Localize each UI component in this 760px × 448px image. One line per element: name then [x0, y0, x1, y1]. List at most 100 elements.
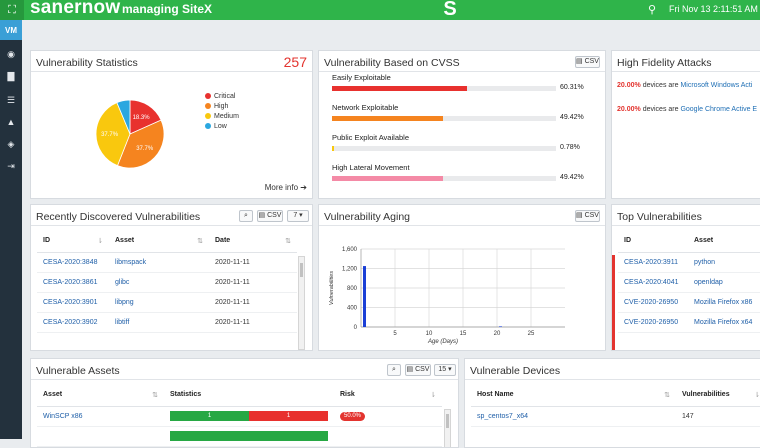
row-link[interactable]: CESA-2020:3902	[37, 312, 109, 333]
y-axis-label: Vulnerabilities	[329, 271, 335, 305]
csv-button[interactable]: ▤ CSV	[575, 56, 600, 68]
managing-site[interactable]: managing SiteX	[122, 2, 213, 16]
legend-dot	[205, 113, 211, 119]
host-link[interactable]: sp_centos7_x64	[471, 406, 676, 427]
vuln-count-cell: 147	[676, 406, 760, 427]
aging-bar	[363, 266, 366, 327]
csv-button[interactable]: ▤ CSV	[257, 210, 283, 222]
sort-desc-icon: ⇂	[97, 237, 103, 245]
cvss-card: Vulnerability Based on CVSS ▤ CSV Easily…	[318, 50, 606, 199]
cvss-fill	[332, 116, 443, 121]
search-button[interactable]: ⌕	[387, 364, 401, 376]
s-logo-icon: S	[443, 0, 457, 20]
x-tick-label: 20	[494, 331, 501, 337]
col-header-vulnerabilities[interactable]: Vulnerabilities ⇂	[676, 384, 760, 407]
x-axis-label: Age (Days)	[427, 339, 458, 345]
search-button[interactable]: ⌕	[239, 210, 253, 222]
hfa-link[interactable]: Microsoft Windows Acti	[680, 82, 753, 89]
row-link[interactable]: CESA-2020:4041	[618, 272, 688, 293]
cvss-item[interactable]: Network Exploitable 49.42%	[332, 103, 584, 121]
table-row[interactable]: sp_centos7_x64 147	[471, 406, 760, 427]
col-header-id[interactable]: ID	[618, 230, 688, 253]
row-link[interactable]: openldap	[688, 272, 760, 293]
sort-icon: ⇅	[285, 237, 291, 245]
nav-vm[interactable]: VM	[0, 20, 22, 40]
vuln-count[interactable]: 257	[283, 54, 307, 70]
assets-scrollbar[interactable]	[444, 409, 451, 447]
table-row[interactable]: CESA-2020:3861 glibc 2020-11-11	[37, 272, 297, 293]
table-row[interactable]: CESA-2020:3902 libtiff 2020-11-11	[37, 312, 297, 333]
table-row[interactable]: WinSCP x86 1 1 50.0%	[37, 406, 442, 427]
pie-slice[interactable]	[116, 119, 165, 169]
col-header-asset[interactable]: Asset ⇅	[109, 230, 209, 253]
alert-icon[interactable]: ▲	[6, 117, 16, 127]
card-title: Vulnerability Aging	[324, 211, 410, 223]
csv-button[interactable]: ▤ CSV	[405, 364, 431, 376]
row-link[interactable]: libmspack	[109, 252, 209, 273]
list-icon[interactable]: ☰	[6, 95, 16, 105]
bar-chart-icon[interactable]: ▇	[7, 71, 15, 81]
col-header-date[interactable]: Date ⇅	[209, 230, 297, 253]
col-header-asset[interactable]: Asset	[688, 230, 760, 253]
more-info-link[interactable]: More info ➔	[264, 183, 307, 192]
cvss-item[interactable]: Easily Exploitable 60.31%	[332, 73, 584, 91]
hfa-link[interactable]: Google Chrome Active E	[680, 106, 758, 113]
org-tree-icon[interactable]: ⛶	[0, 0, 24, 20]
col-header-hostname[interactable]: Host Name ⇅	[471, 384, 676, 407]
table-row[interactable]: CESA-2020:3848 libmspack 2020-11-11	[37, 252, 297, 273]
cvss-item[interactable]: Public Exploit Available 0.78%	[332, 133, 582, 151]
stats-bar: 1 1	[170, 411, 328, 421]
sort-desc-icon: ⇂	[754, 391, 760, 399]
side-nav: VM ◉ ▇ ☰ ▲ ◈ ⇥	[0, 20, 22, 439]
table-row[interactable]: CESA-2020:4041 openldap	[618, 272, 760, 293]
csv-button[interactable]: ▤ CSV	[575, 210, 600, 222]
col-header-risk[interactable]: Risk ⇂	[334, 384, 442, 407]
row-link[interactable]: CESA-2020:3848	[37, 252, 109, 273]
row-link[interactable]: Mozilla Firefox x64	[688, 312, 760, 333]
row-link[interactable]: python	[688, 252, 760, 273]
cvss-percent: 49.42%	[560, 114, 584, 121]
card-title: Vulnerable Devices	[470, 365, 561, 377]
pie-slice[interactable]	[116, 99, 131, 135]
col-header-id[interactable]: ID ⇂	[37, 230, 109, 253]
row-link[interactable]: libtiff	[109, 312, 209, 333]
col-header-statistics[interactable]: Statistics	[164, 384, 334, 407]
col-header-asset[interactable]: Asset ⇅	[37, 384, 164, 407]
table-row[interactable]: CVE-2020-26950 Mozilla Firefox x64	[618, 312, 760, 333]
page-size-select[interactable]: 15 ▾	[434, 364, 456, 376]
x-tick-label: 5	[393, 331, 397, 337]
pie-slice[interactable]	[129, 99, 162, 135]
hfa-card: High Fidelity Attacks 20.00% devices are…	[611, 50, 760, 199]
card-title: Vulnerability Based on CVSS	[324, 57, 460, 69]
row-link[interactable]: CESA-2020:3911	[618, 252, 688, 273]
logout-icon[interactable]: ⇥	[7, 161, 15, 171]
eye-icon[interactable]: ◉	[7, 49, 15, 59]
row-link[interactable]: glibc	[109, 272, 209, 293]
row-link[interactable]: CESA-2020:3901	[37, 292, 109, 313]
asset-link[interactable]: WinSCP x86	[37, 406, 164, 427]
vuln-devices-card: Vulnerable Devices Host Name ⇅ Vulnerabil…	[464, 358, 760, 448]
pie-slice[interactable]	[95, 102, 131, 167]
table-row[interactable]: CESA-2020:3901 libpng 2020-11-11	[37, 292, 297, 313]
card-title: Vulnerability Statistics	[36, 57, 138, 69]
page-size-select[interactable]: 7 ▾	[287, 210, 309, 222]
sort-icon: ⇅	[197, 237, 203, 245]
row-link[interactable]: Mozilla Firefox x86	[688, 292, 760, 313]
cvss-percent: 0.78%	[560, 144, 580, 151]
recent-scrollbar[interactable]	[298, 256, 305, 350]
row-link[interactable]: CVE-2020-26950	[618, 292, 688, 313]
recent-table: ID ⇂ Asset ⇅ Date ⇅ CESA-2020:3848 libmspack…	[37, 230, 297, 333]
row-link[interactable]: CVE-2020-26950	[618, 312, 688, 333]
table-row[interactable]	[37, 426, 442, 447]
card-title: Recently Discovered Vulnerabilities	[36, 211, 201, 223]
search-icon[interactable]: ⚲	[648, 4, 657, 16]
table-row[interactable]: CVE-2020-26950 Mozilla Firefox x86	[618, 292, 760, 313]
pie-label: 37.7%	[136, 146, 154, 152]
legend-item: Critical	[205, 91, 239, 101]
bookmark-icon[interactable]: ◈	[7, 139, 15, 149]
row-link[interactable]: libpng	[109, 292, 209, 313]
cvss-item[interactable]: High Lateral Movement 49.42%	[332, 163, 584, 181]
row-link[interactable]: CESA-2020:3861	[37, 272, 109, 293]
table-row[interactable]: CESA-2020:3911 python	[618, 252, 760, 273]
stats-red: 1	[249, 411, 328, 421]
